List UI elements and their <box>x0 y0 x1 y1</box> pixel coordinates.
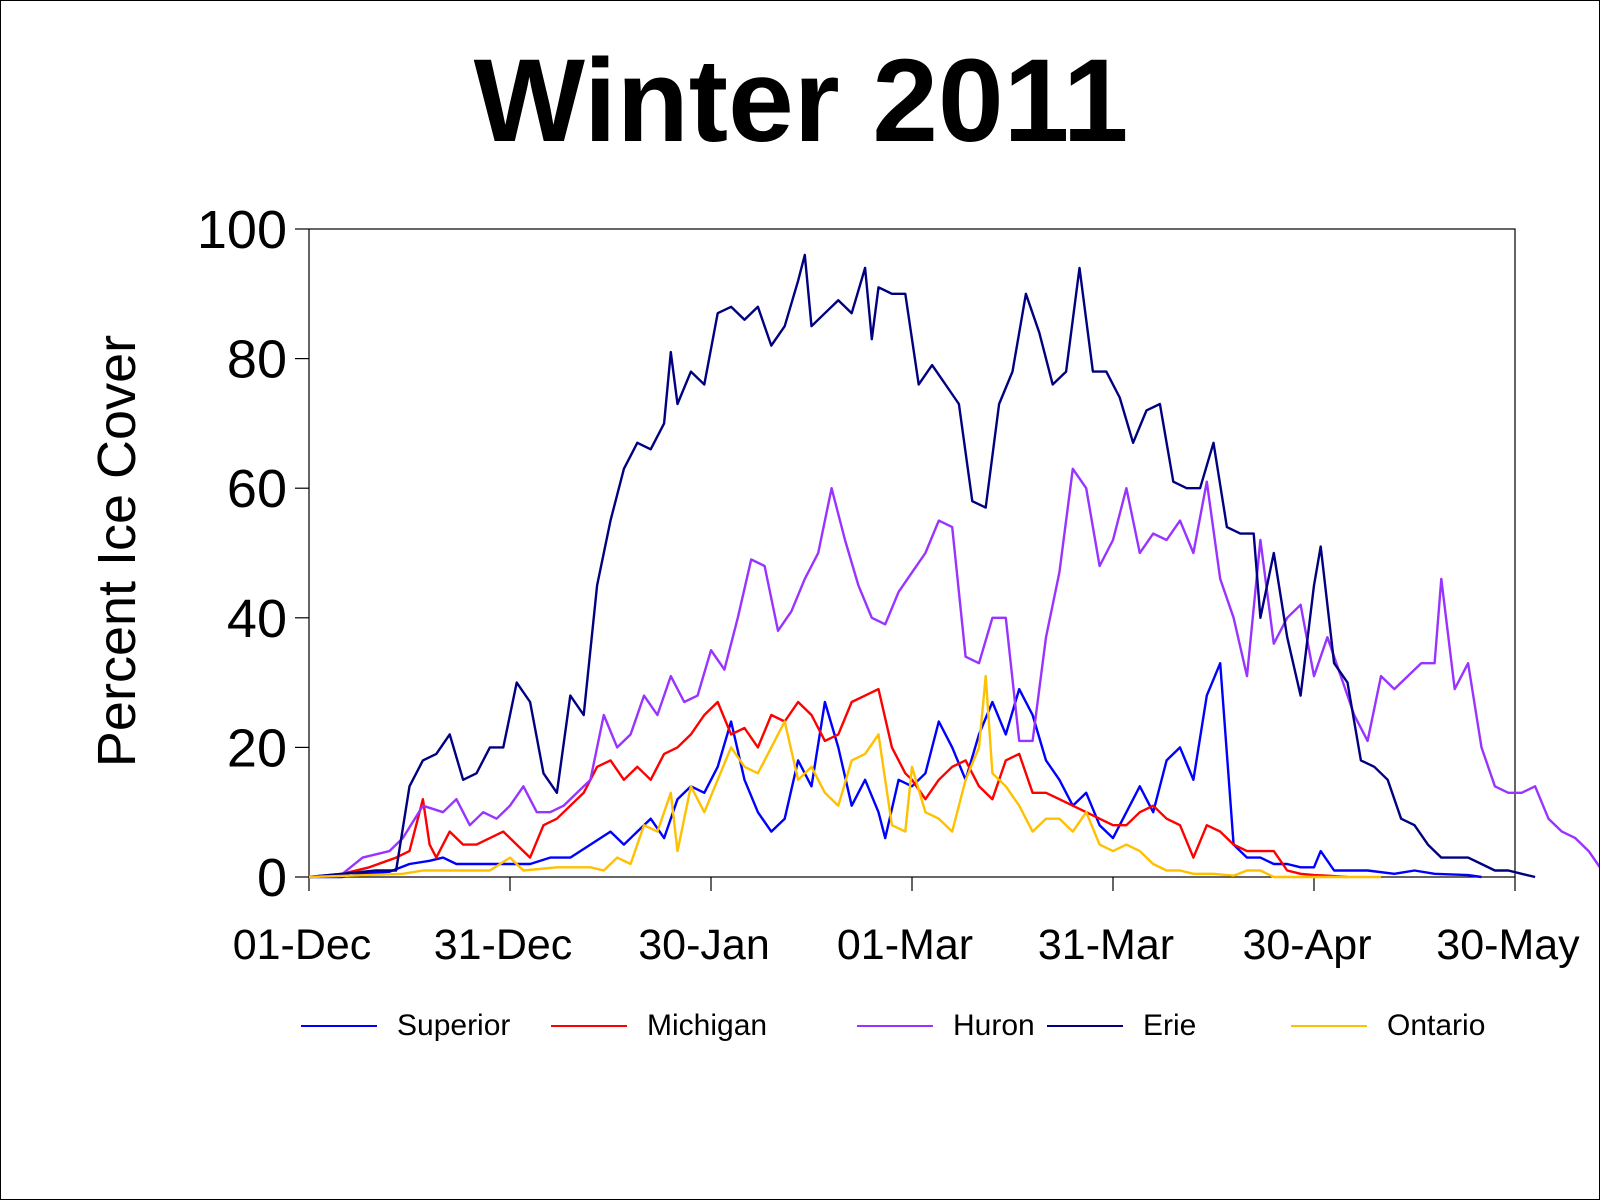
legend-swatch <box>551 1025 627 1027</box>
x-tick-label: 31-Dec <box>434 921 573 969</box>
legend-swatch <box>1047 1025 1123 1027</box>
y-tick-label: 40 <box>227 589 287 649</box>
legend-swatch <box>1291 1025 1367 1027</box>
y-tick-label: 60 <box>227 459 287 519</box>
legend-swatch <box>857 1025 933 1027</box>
chart-title: Winter 2011 <box>473 35 1129 167</box>
x-tick-label: 30-Jan <box>638 921 769 969</box>
legend-item-erie: Erie <box>1047 1001 1196 1051</box>
x-tick-label: 30-May <box>1436 921 1580 969</box>
legend-item-ontario: Ontario <box>1291 1001 1485 1051</box>
x-tick-label: 31-Mar <box>1038 921 1174 969</box>
series-line-erie <box>308 253 1536 879</box>
y-tick-label: 0 <box>257 848 287 908</box>
y-tick-label: 80 <box>227 330 287 390</box>
x-tick-label: 01-Dec <box>233 921 372 969</box>
y-tick-label: 20 <box>227 718 287 778</box>
series-line-superior <box>309 662 1482 879</box>
legend-label: Erie <box>1143 1009 1197 1042</box>
legend-label: Superior <box>397 1009 511 1042</box>
legend-item-superior: Superior <box>301 1001 510 1051</box>
series-line-michigan <box>308 687 1348 879</box>
x-tick-label: 01-Mar <box>837 921 973 969</box>
legend-item-huron: Huron <box>857 1001 1035 1051</box>
legend-label: Ontario <box>1387 1009 1486 1042</box>
legend-item-michigan: Michigan <box>551 1001 767 1051</box>
x-tick-label: 30-Apr <box>1242 921 1371 969</box>
legend-label: Huron <box>953 1009 1035 1042</box>
y-tick-label: 100 <box>197 200 287 260</box>
series-line-ontario <box>308 674 1381 879</box>
legend-label: Michigan <box>647 1009 768 1042</box>
legend: Superior Michigan Huron Erie Ontario <box>301 1001 1600 1051</box>
legend-swatch <box>301 1025 377 1027</box>
series-line-huron <box>308 467 1599 879</box>
